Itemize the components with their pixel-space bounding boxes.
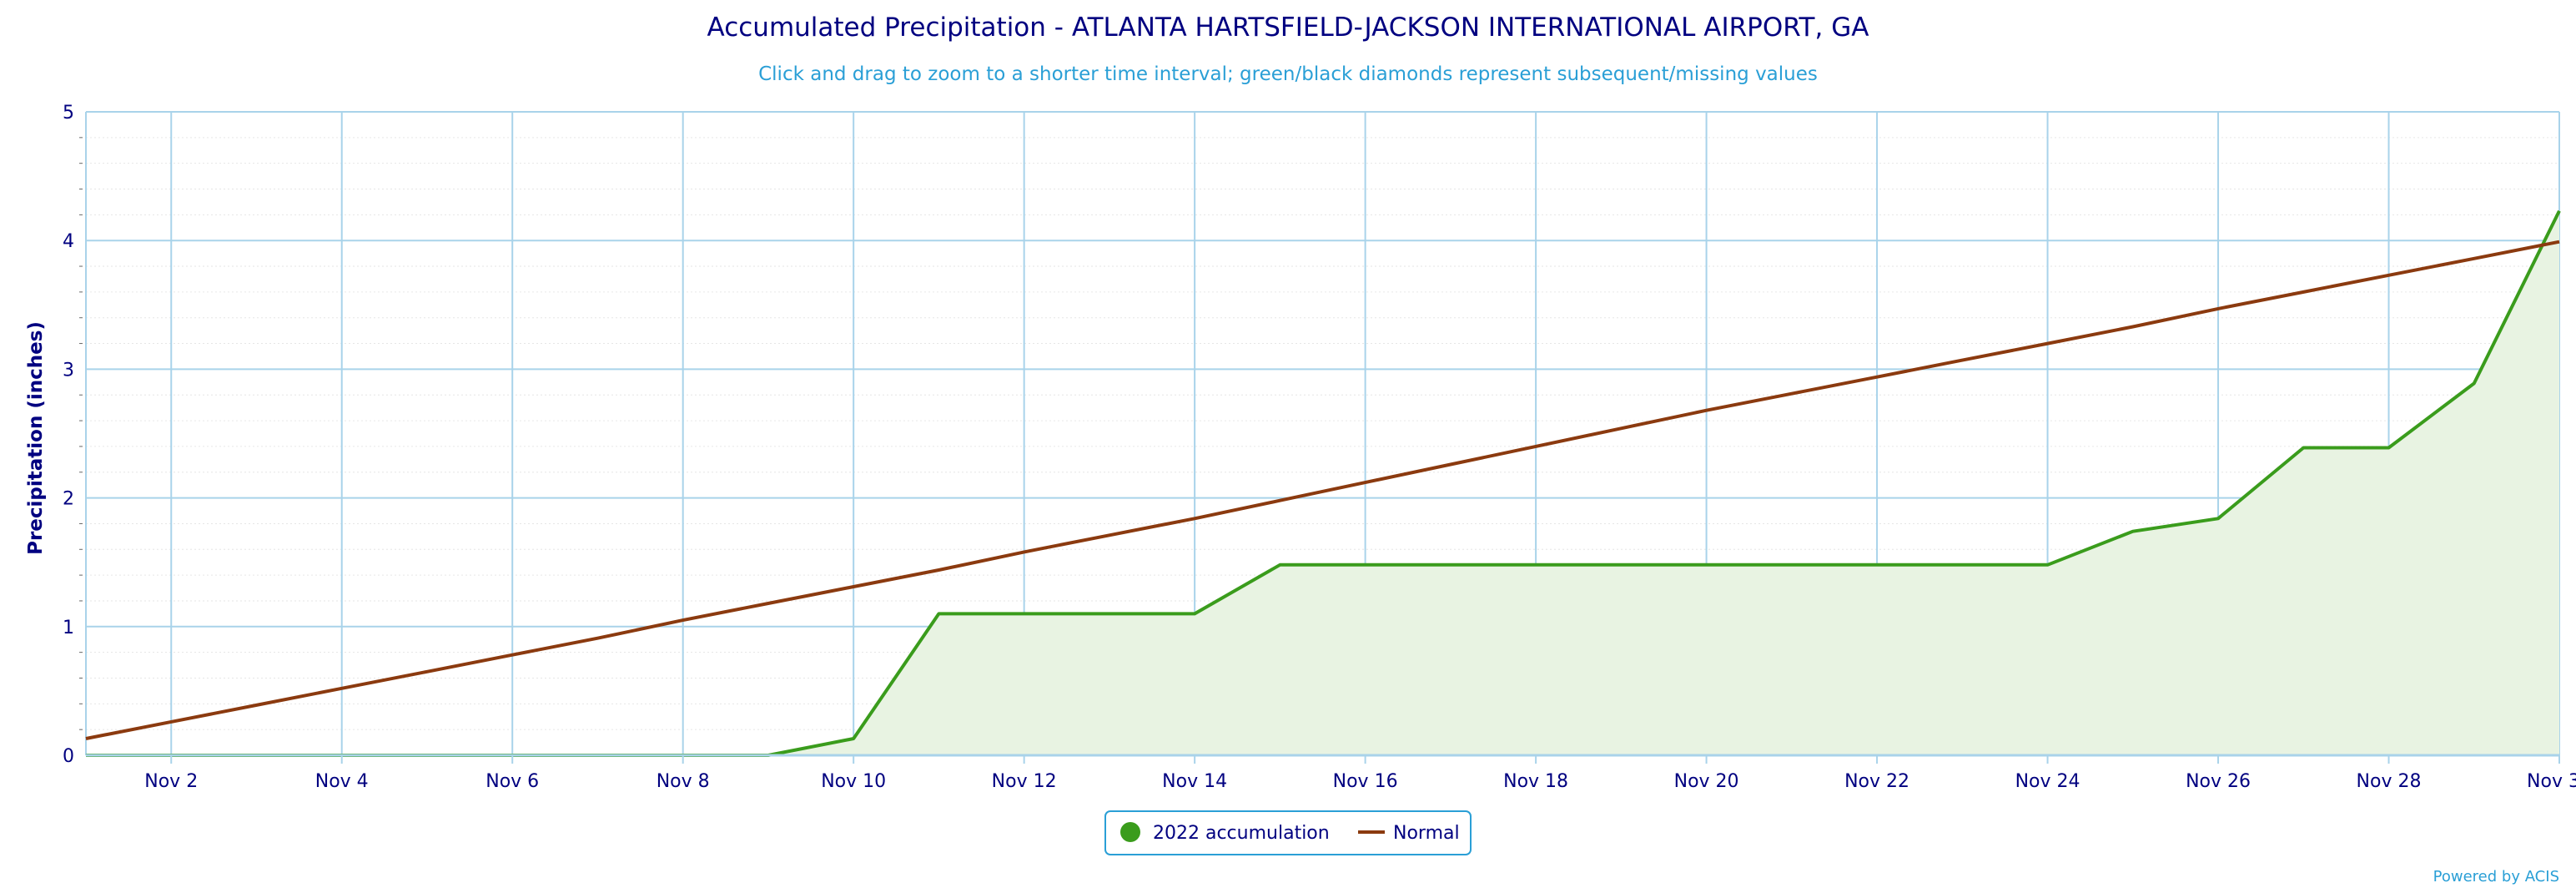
chart-subtitle: Click and drag to zoom to a shorter time… [758, 63, 1818, 85]
x-tick-label: Nov 8 [657, 771, 710, 792]
x-tick-label: Nov 26 [2186, 771, 2251, 792]
x-tick-label: Nov 12 [992, 771, 1057, 792]
axis-layer: 0 1 2 3 4 5 Nov 2 Nov 4 Nov 6 Nov 8 Nov 10 Nov 12 No… [63, 103, 2576, 792]
y-tick-label: 0 [63, 746, 74, 767]
x-tick-label: Nov 28 [2357, 771, 2422, 792]
x-tick-label: Nov 16 [1333, 771, 1398, 792]
x-tick-label: Nov 4 [315, 771, 369, 792]
series-line-normal [85, 240, 2560, 740]
x-tick-label: Nov 24 [2015, 771, 2080, 792]
legend-box [1104, 810, 1472, 855]
y-tick-label: 5 [63, 103, 74, 124]
legend-marker-2022-accumulation [1120, 822, 1140, 842]
area-layer [86, 210, 2559, 755]
y-tick-label: 4 [63, 231, 74, 252]
x-tick-label: Nov 22 [1844, 771, 1909, 792]
x-tick-label: Nov 14 [1162, 771, 1227, 792]
chart-title: Accumulated Precipitation - ATLANTA HART… [707, 13, 1869, 43]
x-tick-label: Nov 20 [1674, 771, 1739, 792]
x-tick-label: Nov 6 [486, 771, 539, 792]
credit-link[interactable]: Powered by ACIS [2433, 868, 2559, 885]
x-tick-label: Nov 10 [821, 771, 886, 792]
y-axis-label: Precipitation (inches) [25, 321, 47, 555]
legend[interactable]: 2022 accumulation Normal [1104, 810, 1472, 855]
legend-label-2022-accumulation: 2022 accumulation [1153, 823, 1330, 844]
x-tick-label: Nov 18 [1503, 771, 1568, 792]
x-tick-label: Nov 2 [144, 771, 198, 792]
x-tick-label: Nov 30 [2527, 771, 2576, 792]
legend-label-normal: Normal [1393, 823, 1460, 844]
y-tick-label: 3 [63, 360, 74, 381]
y-tick-label: 2 [63, 489, 74, 510]
series-area-2022-accumulation [86, 210, 2559, 755]
y-tick-label: 1 [63, 618, 74, 638]
